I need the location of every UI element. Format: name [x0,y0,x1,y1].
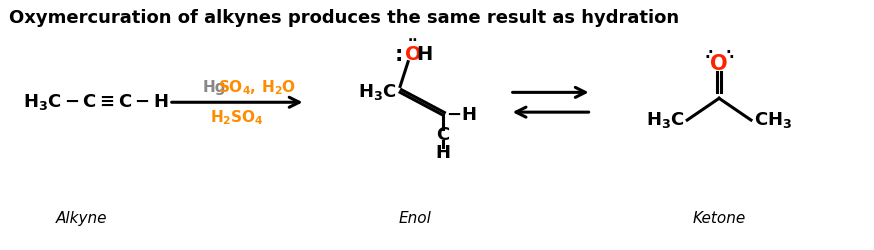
Text: O: O [711,54,728,74]
Text: ··: ·· [408,34,419,48]
Text: ·: · [704,50,710,65]
Text: $\mathbf{-H}$: $\mathbf{-H}$ [446,106,476,124]
Text: $\mathbf{H_3C}$: $\mathbf{H_3C}$ [357,82,396,102]
Text: Hg: Hg [202,80,225,95]
Text: :: : [395,45,403,65]
Text: $\mathbf{H_3C}$: $\mathbf{H_3C}$ [646,110,684,130]
Text: Ketone: Ketone [692,212,746,226]
Text: Oxymercuration of alkynes produces the same result as hydration: Oxymercuration of alkynes produces the s… [10,9,679,27]
Text: $\mathbf{SO_4}$, $\mathbf{H_2O}$: $\mathbf{SO_4}$, $\mathbf{H_2O}$ [218,78,296,97]
Text: ·: · [707,45,713,60]
Text: $\mathbf{C}$: $\mathbf{C}$ [436,126,450,144]
Text: $\mathbf{H}$: $\mathbf{H}$ [435,144,451,162]
Text: $\mathbf{CH_3}$: $\mathbf{CH_3}$ [754,110,792,130]
Text: H: H [416,45,433,64]
Text: $\mathbf{H_2SO_4}$: $\mathbf{H_2SO_4}$ [211,109,264,128]
Text: $\mathbf{H_3C-C{\equiv}C-H}$: $\mathbf{H_3C-C{\equiv}C-H}$ [24,92,169,112]
Text: O: O [406,45,422,64]
Text: Alkyne: Alkyne [56,212,108,226]
Text: ·: · [728,50,734,65]
Text: Enol: Enol [399,212,432,226]
Text: ·: · [725,45,731,60]
